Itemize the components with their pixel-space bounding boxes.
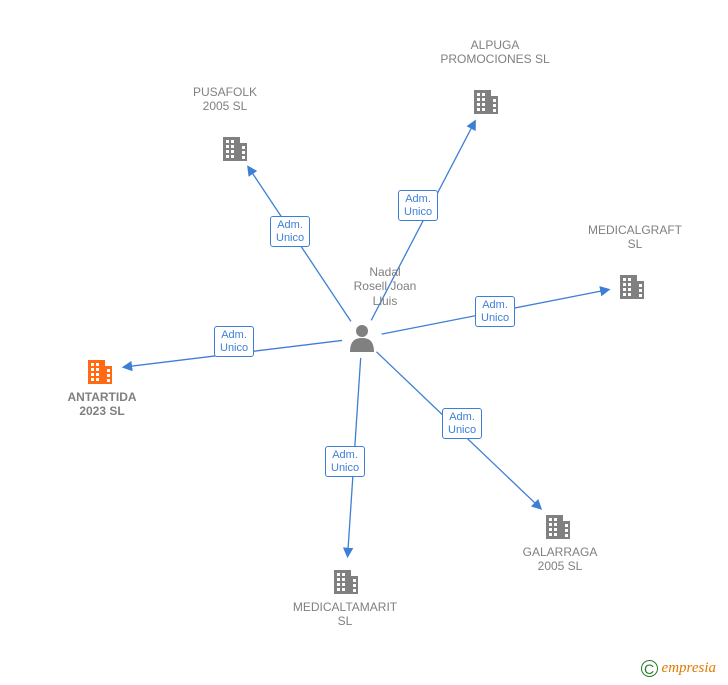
building-icon	[620, 275, 644, 299]
person-icon	[350, 325, 374, 352]
brand-label: empresia	[662, 660, 716, 677]
edge-label: Adm. Unico	[325, 446, 365, 477]
copyright-symbol: C	[641, 660, 658, 677]
edge-label: Adm. Unico	[214, 326, 254, 357]
copyright: C empresia	[641, 660, 716, 677]
edge-label: Adm. Unico	[442, 408, 482, 439]
building-icon	[334, 570, 358, 594]
building-icon	[546, 515, 570, 539]
building-icon	[474, 90, 498, 114]
edge-label: Adm. Unico	[475, 296, 515, 327]
edge-label: Adm. Unico	[270, 216, 310, 247]
edge-label: Adm. Unico	[398, 190, 438, 221]
building-icon	[223, 137, 247, 161]
network-diagram	[0, 0, 728, 685]
building-icon	[88, 360, 112, 384]
